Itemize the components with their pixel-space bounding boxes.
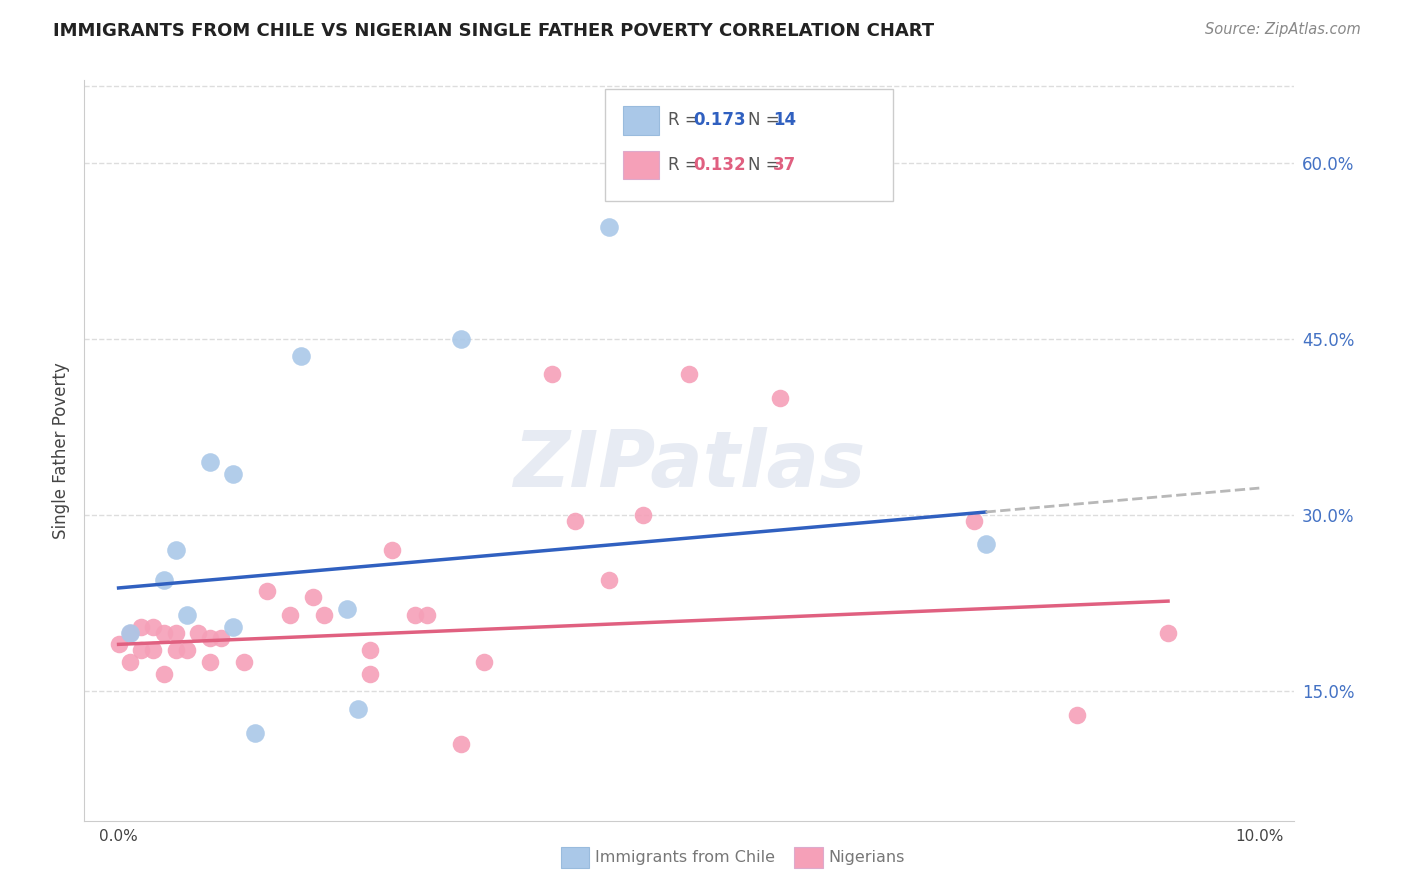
Point	[359, 643, 381, 657]
Point	[198, 632, 221, 646]
Point	[312, 607, 335, 622]
Point	[118, 625, 141, 640]
Point	[381, 543, 404, 558]
Point	[678, 367, 700, 381]
Text: 0.173: 0.173	[693, 112, 745, 129]
Point	[245, 725, 267, 739]
Point	[107, 637, 129, 651]
Point	[404, 607, 426, 622]
Point	[209, 632, 232, 646]
Point	[541, 367, 564, 381]
Text: R =: R =	[668, 112, 704, 129]
Point	[598, 220, 620, 235]
Text: Source: ZipAtlas.com: Source: ZipAtlas.com	[1205, 22, 1361, 37]
Text: N =: N =	[748, 156, 785, 174]
Text: N =: N =	[748, 112, 785, 129]
Text: 37: 37	[773, 156, 797, 174]
Point	[256, 584, 278, 599]
Point	[221, 620, 243, 634]
Point	[165, 625, 187, 640]
Point	[221, 467, 243, 481]
Point	[598, 573, 620, 587]
Point	[301, 591, 323, 605]
Point	[359, 666, 381, 681]
Point	[472, 655, 495, 669]
Text: 14: 14	[773, 112, 796, 129]
Point	[974, 537, 997, 551]
Point	[233, 655, 256, 669]
Point	[347, 702, 370, 716]
Point	[198, 655, 221, 669]
Point	[450, 332, 472, 346]
Point	[336, 602, 359, 616]
Point	[633, 508, 655, 522]
Point	[290, 350, 312, 364]
Point	[1066, 707, 1088, 722]
Point	[450, 737, 472, 751]
Point	[415, 607, 437, 622]
Point	[564, 514, 586, 528]
Point	[118, 655, 141, 669]
Point	[131, 643, 153, 657]
Point	[963, 514, 986, 528]
Point	[176, 607, 198, 622]
Text: 0.132: 0.132	[693, 156, 745, 174]
Text: Immigrants from Chile: Immigrants from Chile	[595, 850, 775, 864]
Point	[1157, 625, 1180, 640]
Point	[153, 625, 176, 640]
Point	[165, 543, 187, 558]
Point	[165, 643, 187, 657]
Point	[153, 573, 176, 587]
Text: IMMIGRANTS FROM CHILE VS NIGERIAN SINGLE FATHER POVERTY CORRELATION CHART: IMMIGRANTS FROM CHILE VS NIGERIAN SINGLE…	[53, 22, 935, 40]
Point	[142, 643, 165, 657]
Point	[131, 620, 153, 634]
Point	[142, 620, 165, 634]
Point	[153, 666, 176, 681]
Point	[187, 625, 209, 640]
Point	[769, 391, 792, 405]
Text: R =: R =	[668, 156, 704, 174]
Y-axis label: Single Father Poverty: Single Father Poverty	[52, 362, 70, 539]
Text: ZIPatlas: ZIPatlas	[513, 427, 865, 503]
Point	[198, 455, 221, 469]
Point	[118, 625, 141, 640]
Point	[176, 643, 198, 657]
Point	[278, 607, 301, 622]
Text: Nigerians: Nigerians	[828, 850, 904, 864]
